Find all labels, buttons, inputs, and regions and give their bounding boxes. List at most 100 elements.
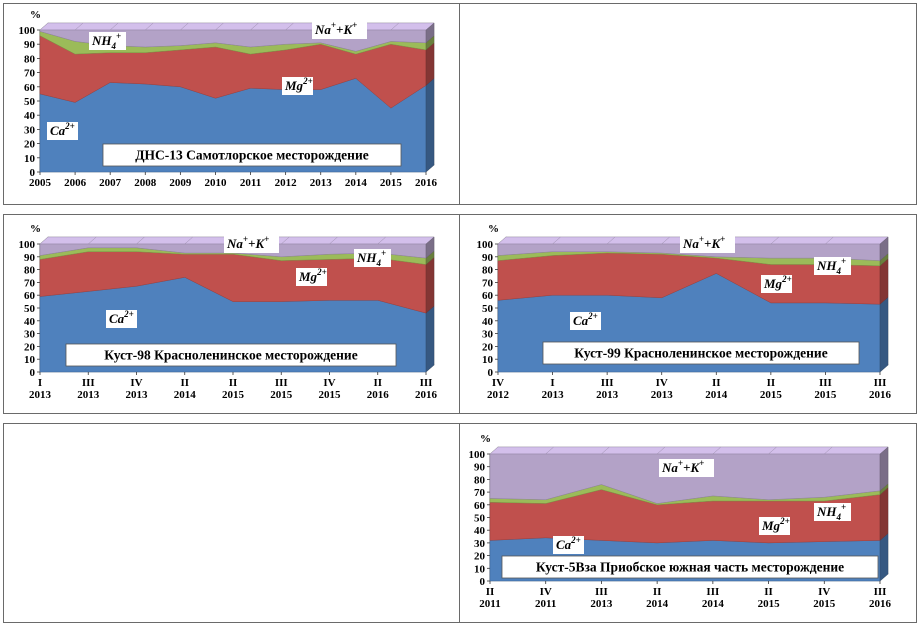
chart2-x-tick-label: II xyxy=(373,377,382,389)
chart3-y-tick-label: 100 xyxy=(477,239,494,251)
chart2-Mg2+-side-face xyxy=(425,257,435,314)
chart2-Na++K+-top-surface xyxy=(87,236,146,245)
chart4-x-tick-label: IV xyxy=(818,586,830,598)
chart4-x-tick-label: 2015 xyxy=(813,598,836,610)
chart4-Na++K+-top-surface xyxy=(656,446,722,455)
chart3-y-unit-label: % xyxy=(488,223,499,235)
chart4-Na++K+-top-surface xyxy=(712,446,778,455)
chart3-label-NH4+-bg xyxy=(814,257,851,275)
chart1-label-NH4+-bg xyxy=(89,32,126,50)
chart3-label-Mg2+: Mg2+ xyxy=(761,274,792,293)
chart3-Na++K+-top-surface xyxy=(770,236,834,245)
chart4-x-tick-label: 2011 xyxy=(535,598,556,610)
chart3-x-tick-label: 2013 xyxy=(542,389,565,401)
chart3-Na++K+-top-surface xyxy=(606,236,671,245)
chart3-y-tick-label: 80 xyxy=(482,265,494,277)
chart2-label-Ca2+: Ca2+ xyxy=(106,309,137,328)
chart1-x-tick-label: 2015 xyxy=(380,177,403,189)
chart3-label-Mg2+-bg xyxy=(761,275,792,293)
chart1-y-tick-label: 70 xyxy=(24,68,36,80)
chart2-y-tick-label: 80 xyxy=(24,265,36,277)
chart3-y-tick-label: 70 xyxy=(482,277,494,289)
chart2-x-tick-label: 2015 xyxy=(270,389,293,401)
chart3-y-tick-label: 90 xyxy=(482,252,494,264)
chart3-x-tick-label: 2013 xyxy=(596,389,619,401)
chart4-x-tick-label: II xyxy=(653,586,662,598)
chart1-y-tick-label: 100 xyxy=(19,25,36,37)
chart2-label-NH4+-text: NH4+ xyxy=(356,248,386,268)
chart4-x-tick-label: 2011 xyxy=(479,598,500,610)
chart4-Na++K+-side-face xyxy=(879,446,889,492)
chart3-title-box xyxy=(542,341,860,365)
chart2-label-Na++K+-text: Na++K+ xyxy=(226,234,269,251)
chart2-x-tick-label: III xyxy=(275,377,288,389)
chart4-label-Ca2+-text: Ca2+ xyxy=(556,535,581,552)
chart1-label-Mg2+: Mg2+ xyxy=(282,76,313,95)
chart1-x-tick-label: 2008 xyxy=(134,177,157,189)
chart3-label-Mg2+-text: Mg2+ xyxy=(763,274,792,291)
chart2-y-tick-label: 20 xyxy=(24,341,36,353)
chart2-y-tick-label: 50 xyxy=(24,303,36,315)
chart1-label-Ca2+-bg xyxy=(47,122,78,140)
chart3-y-tick-label: 40 xyxy=(482,316,494,328)
chart3-x-tick-label: 2015 xyxy=(760,389,783,401)
chart1-y-tick-label: 80 xyxy=(24,53,36,65)
panel-top-right-empty xyxy=(459,3,917,205)
chart3-label-Ca2+: Ca2+ xyxy=(570,311,601,330)
chart2-x-tick-label: II xyxy=(180,377,189,389)
chart2-x-tick-label: III xyxy=(82,377,95,389)
chart4-label-Na++K+-bg xyxy=(659,459,714,477)
chart4-y-tick-label: 70 xyxy=(474,487,486,499)
chart4-x-tick-label: II xyxy=(764,586,773,598)
chart4-Na++K+-top-surface xyxy=(768,446,833,455)
chart1-Na++K+-side-face xyxy=(425,22,435,44)
chart2-Na++K+-top-surface xyxy=(328,236,387,245)
chart2-label-NH4+: NH4+ xyxy=(354,248,391,268)
chart2-label-Na++K+: Na++K+ xyxy=(224,234,279,253)
chart3-y-tick-label: 30 xyxy=(482,329,494,341)
chart2-x-tick-label: 2015 xyxy=(222,389,245,401)
chart2-x-tick-label: I xyxy=(38,377,42,389)
chart4-label-NH4+-text: NH4+ xyxy=(816,502,846,522)
chart2-y-tick-label: 70 xyxy=(24,277,36,289)
chart1-y-tick-label: 10 xyxy=(24,153,36,165)
chart3-label-Ca2+-bg xyxy=(570,312,601,330)
chart3-x-tick-label: 2014 xyxy=(705,389,728,401)
chart4-label-Na++K+: Na++K+ xyxy=(659,458,714,477)
chart1-x-tick-label: 2007 xyxy=(99,177,122,189)
chart3-y-tick-label: 60 xyxy=(482,290,494,302)
chart2-title-box xyxy=(65,343,397,367)
chart4-Na++K+-top-surface xyxy=(545,446,610,455)
chart3-title: Куст-99 Красноленинское месторождение xyxy=(574,346,827,361)
chart3-x-tick-label: 2013 xyxy=(651,389,674,401)
chart1-x-tick-label: 2016 xyxy=(415,177,438,189)
chart1-label-Na++K+-text: Na++K+ xyxy=(314,20,357,37)
chart1-x-tick-label: 2009 xyxy=(169,177,192,189)
chart2-label-Ca2+-bg xyxy=(106,310,137,328)
chart1-Mg2+-side-face xyxy=(425,42,435,86)
chart1-Ca2+-side-face xyxy=(425,77,435,173)
chart2-x-tick-label: 2015 xyxy=(319,389,342,401)
chart3-Na++K+-top-surface xyxy=(552,236,616,245)
chart4-label-Mg2+-bg xyxy=(759,517,790,535)
chart4-y-tick-label: 0 xyxy=(480,576,486,588)
chart1-y-tick-label: 30 xyxy=(24,124,36,136)
chart4-label-Ca2+-bg xyxy=(553,536,584,554)
chart2-Na++K+-top-surface xyxy=(135,236,194,245)
chart4-x-tick-label: 2013 xyxy=(590,598,613,610)
chart2-label-Mg2+-bg xyxy=(296,268,327,286)
chart2-x-tick-label: 2013 xyxy=(29,389,52,401)
chart3-x-tick-label: 2012 xyxy=(487,389,510,401)
chart2-y-tick-label: 90 xyxy=(24,252,36,264)
chart3-Mg2+-side-face xyxy=(879,258,889,305)
chart3-Na++K+-side-face xyxy=(879,236,889,262)
chart4-label-NH4+: NH4+ xyxy=(814,502,851,522)
chart1-label-Ca2+-text: Ca2+ xyxy=(50,121,75,138)
chart2-x-tick-label: 2013 xyxy=(77,389,100,401)
chart4-y-tick-label: 100 xyxy=(469,449,486,461)
chart2-x-tick-label: II xyxy=(229,377,238,389)
chart1-title: ДНС-13 Самотлорское месторождение xyxy=(135,148,368,163)
chart2-y-tick-label: 30 xyxy=(24,329,36,341)
chart4-x-tick-label: 2016 xyxy=(869,598,892,610)
chart3-y-tick-label: 50 xyxy=(482,303,494,315)
